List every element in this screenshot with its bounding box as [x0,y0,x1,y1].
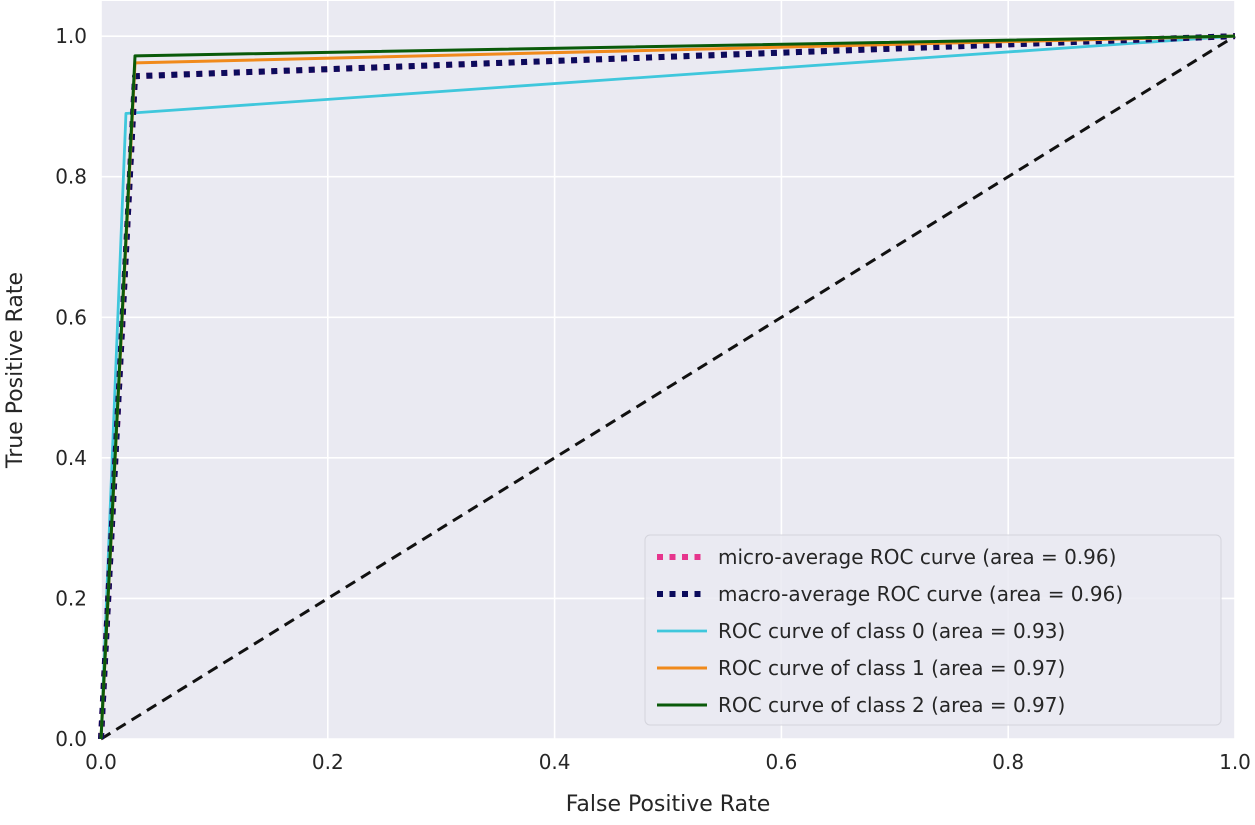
legend-label-class2: ROC curve of class 2 (area = 0.97) [718,693,1065,717]
x-tick-label: 0.8 [992,750,1024,774]
legend-label-class0: ROC curve of class 0 (area = 0.93) [718,619,1065,643]
y-tick-label: 0.6 [55,305,87,329]
x-tick-label: 0.4 [539,750,571,774]
y-tick-label: 0.8 [55,165,87,189]
x-tick-label: 0.2 [312,750,344,774]
legend: micro-average ROC curve (area = 0.96) mac… [644,534,1222,726]
grid [100,1,1236,740]
x-tick-label: 1.0 [1219,750,1251,774]
x-tick-label: 0.0 [85,750,117,774]
y-axis-label: True Positive Rate [3,272,28,469]
y-tick-label: 0.2 [55,586,87,610]
legend-label-class1: ROC curve of class 1 (area = 0.97) [718,656,1065,680]
legend-box [644,534,1222,726]
series-line-class2 [99,34,1236,740]
y-tick-label: 1.0 [55,24,87,48]
tick-labels: 0.0 0.2 0.4 0.6 0.8 1.0 0.0 0.2 0.4 0.6 0.8 1.0 [55,24,1251,774]
legend-label-micro: micro-average ROC curve (area = 0.96) [718,545,1116,569]
y-tick-label: 0.0 [55,727,87,751]
diagonal-layer [100,34,1236,741]
y-tick-label: 0.4 [55,446,87,470]
series-layer [98,33,1236,740]
legend-label-macro: macro-average ROC curve (area = 0.96) [718,582,1123,606]
series-line-class0 [99,34,1236,740]
chance-diagonal-line [100,34,1236,741]
x-axis-label: False Positive Rate [566,792,770,817]
x-tick-label: 0.6 [765,750,797,774]
